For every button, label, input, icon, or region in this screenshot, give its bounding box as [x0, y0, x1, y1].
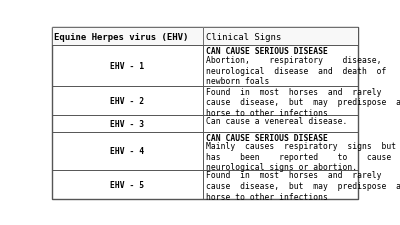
Bar: [52, 28, 204, 46]
Bar: [204, 116, 358, 132]
Text: EHV - 5: EHV - 5: [110, 180, 144, 189]
Text: Mainly  causes  respiratory  signs  but
has    been    reported    to    cause
n: Mainly causes respiratory signs but has …: [206, 141, 396, 172]
Text: Abortion,    respiratory    disease,
neurological  disease  and  death  of
newbo: Abortion, respiratory disease, neurologi…: [206, 56, 386, 86]
Text: Equine Herpes virus (EHV): Equine Herpes virus (EHV): [54, 33, 188, 42]
Bar: [204, 170, 358, 199]
Text: Found  in  most  horses  and  rarely
cause  disease,  but  may  predispose  a
ho: Found in most horses and rarely cause di…: [206, 171, 400, 201]
Bar: [204, 28, 358, 46]
Text: Can cause a venereal disease.: Can cause a venereal disease.: [206, 117, 347, 126]
Text: Found  in  most  horses  and  rarely
cause  disease,  but  may  predispose  a
ho: Found in most horses and rarely cause di…: [206, 87, 400, 118]
Bar: [52, 132, 204, 170]
Bar: [52, 86, 204, 116]
Text: EHV - 2: EHV - 2: [110, 97, 144, 106]
Bar: [204, 28, 358, 46]
Bar: [52, 116, 204, 132]
Bar: [52, 170, 204, 199]
Text: EHV - 1: EHV - 1: [110, 62, 144, 71]
Text: CAN CAUSE SERIOUS DISEASE: CAN CAUSE SERIOUS DISEASE: [206, 47, 328, 56]
Bar: [204, 86, 358, 116]
Bar: [204, 132, 358, 170]
Text: EHV - 4: EHV - 4: [110, 146, 144, 155]
Text: EHV - 3: EHV - 3: [110, 119, 144, 128]
Bar: [204, 46, 358, 86]
Text: CAN CAUSE SERIOUS DISEASE: CAN CAUSE SERIOUS DISEASE: [206, 133, 328, 142]
Bar: [52, 46, 204, 86]
Bar: [52, 28, 204, 46]
Text: Clinical Signs: Clinical Signs: [206, 33, 281, 42]
